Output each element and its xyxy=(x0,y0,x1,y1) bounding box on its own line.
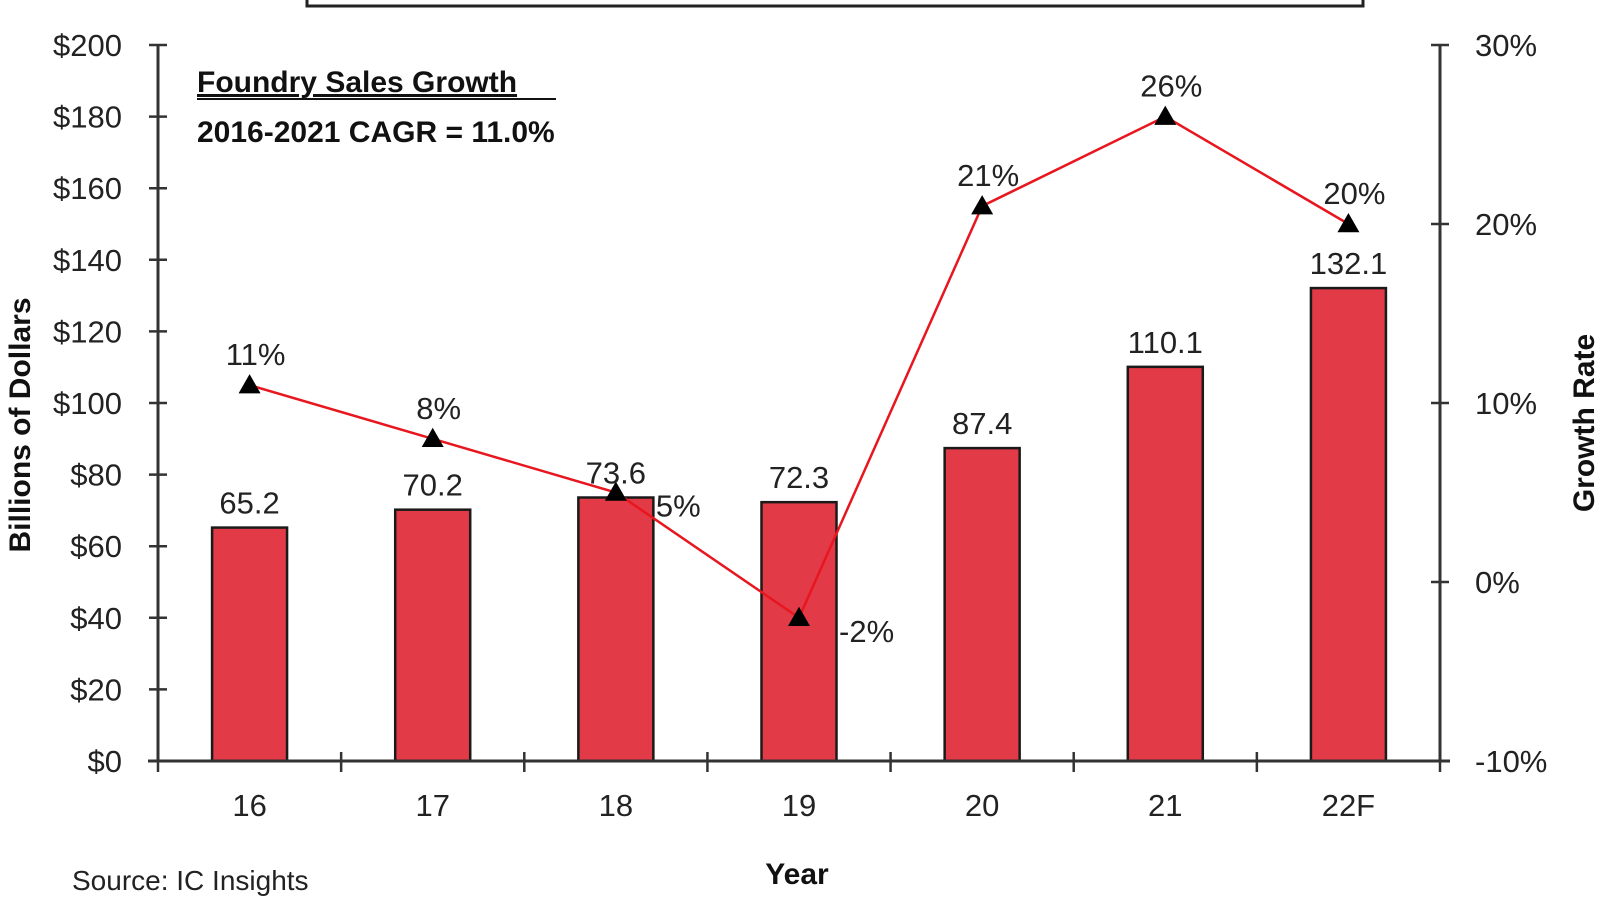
x-tick-label-16: 16 xyxy=(232,788,266,823)
y-tick-label: $160 xyxy=(53,171,122,206)
growth-value-label-22F: 20% xyxy=(1323,176,1385,211)
y-tick-label: $80 xyxy=(70,458,122,493)
growth-marker-17 xyxy=(421,427,444,448)
annotation-subtitle: 2016-2021 CAGR = 11.0% xyxy=(197,116,555,149)
y2-axis-title: Growth Rate xyxy=(1568,334,1600,512)
growth-value-label-17: 8% xyxy=(416,391,461,426)
y2-tick-label: 30% xyxy=(1475,28,1537,63)
y2-tick-label: -10% xyxy=(1475,744,1547,779)
y-tick-label: $40 xyxy=(70,601,122,636)
bar-18 xyxy=(577,496,655,763)
growth-marker-18 xyxy=(604,481,627,501)
bars-group xyxy=(210,286,1388,763)
growth-value-label-20: 21% xyxy=(957,158,1019,193)
bar-20 xyxy=(943,446,1021,763)
growth-value-label-16: 11% xyxy=(226,337,286,372)
y-axis-title: Billions of Dollars xyxy=(4,297,37,552)
x-axis-title: Year xyxy=(765,858,829,891)
growth-marker-22F xyxy=(1337,213,1360,233)
y-tick-label: $200 xyxy=(53,28,122,63)
y2-tick-label: 20% xyxy=(1475,207,1537,242)
x-tick-label-20: 20 xyxy=(965,788,999,823)
bar-value-label-19: 72.3 xyxy=(769,460,829,495)
bar-21 xyxy=(1126,365,1205,763)
y-tick-label: $100 xyxy=(53,386,122,421)
bar-17 xyxy=(393,508,472,763)
y2-tick-label: 10% xyxy=(1475,386,1537,421)
bar-16 xyxy=(210,526,289,763)
bar-22F xyxy=(1309,286,1388,763)
growth-marker-21 xyxy=(1154,105,1177,125)
bar-value-label-17: 70.2 xyxy=(403,468,463,503)
y-tick-label: $60 xyxy=(70,529,122,564)
bar-value-label-16: 65.2 xyxy=(219,486,279,521)
bar-value-label-18: 73.6 xyxy=(586,456,646,491)
x-tick-label-19: 19 xyxy=(782,788,816,823)
x-tick-label-17: 17 xyxy=(415,788,449,823)
bar-19 xyxy=(760,500,838,763)
labels-group: 65.2 70.2 73.6 72.3 87.4 110.1 132.1 11% 8% 5% -2%… xyxy=(219,69,1387,649)
growth-line-group xyxy=(238,105,1360,627)
y-tick-label: $120 xyxy=(53,314,122,349)
bar-value-label-22F: 132.1 xyxy=(1310,246,1388,281)
y2-tick-label: 0% xyxy=(1475,565,1520,600)
growth-value-label-19: -2% xyxy=(839,614,894,649)
annotation-title: Foundry Sales Growth xyxy=(197,66,517,99)
y-tick-label: $20 xyxy=(70,672,122,707)
bar-value-label-21: 110.1 xyxy=(1128,325,1203,360)
growth-marker-19 xyxy=(788,606,810,627)
x-tick-label-21: 21 xyxy=(1148,788,1182,823)
y-tick-label: $0 xyxy=(88,744,122,779)
header-box-frame xyxy=(305,0,1365,8)
growth-value-label-21: 26% xyxy=(1140,69,1202,104)
x-tick-label-18: 18 xyxy=(599,788,633,823)
growth-value-label-18: 5% xyxy=(656,489,701,524)
x-tick-label-22F: 22F xyxy=(1322,788,1375,823)
bar-value-label-20: 87.4 xyxy=(952,406,1012,441)
growth-marker-16 xyxy=(238,374,261,394)
growth-marker-20 xyxy=(971,195,994,215)
source-note: Source: IC Insights xyxy=(72,865,309,896)
y-tick-label: $180 xyxy=(53,100,122,135)
axes-group: $0 $20 $40 $60 $80 $100 $120 $140 $160 $180 $200 -1… xyxy=(53,28,1547,823)
y-tick-label: $140 xyxy=(53,243,122,278)
